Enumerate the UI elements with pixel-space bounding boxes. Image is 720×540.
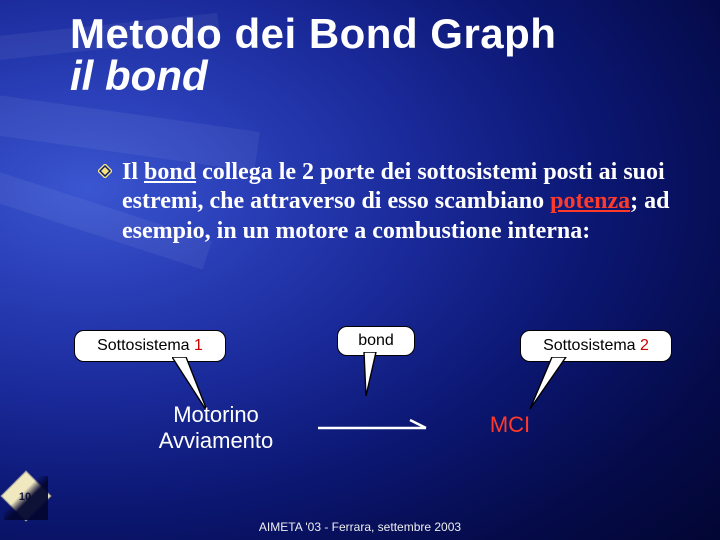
- body-block: Il bond collega le 2 porte dei sottosist…: [98, 158, 680, 246]
- slide-root: Metodo dei Bond Graph il bond Il bond co…: [0, 0, 720, 540]
- callout-label: bond: [358, 332, 394, 349]
- node-label-line: Motorino: [136, 402, 296, 428]
- node-label-text: MCI: [490, 412, 530, 437]
- text: Il: [122, 159, 144, 185]
- title-block: Metodo dei Bond Graph il bond: [70, 10, 690, 100]
- callout-tail-icon: [360, 352, 390, 400]
- node-motorino: Motorino Avviamento: [136, 402, 296, 454]
- bond-arrow-icon: [316, 418, 436, 438]
- callout-label: Sottosistema: [97, 337, 194, 354]
- node-label-line: Avviamento: [136, 428, 296, 454]
- bullet-text: Il bond collega le 2 porte dei sottosist…: [122, 158, 680, 246]
- diamond-bullet-icon: [98, 164, 112, 178]
- title-subtitle: il bond: [70, 52, 690, 100]
- callout-label: Sottosistema: [543, 337, 640, 354]
- bullet-row: Il bond collega le 2 porte dei sottosist…: [98, 158, 680, 246]
- callout-number: 1: [194, 337, 203, 354]
- callout-tail-icon: [526, 357, 576, 413]
- node-mci: MCI: [460, 412, 560, 438]
- diagram-area: Sottosistema 1 bond Sottosistema 2 Motor…: [60, 330, 680, 490]
- keyword-potenza: potenza: [550, 188, 630, 214]
- page-number: 10: [8, 480, 42, 514]
- callout-number: 2: [640, 337, 649, 354]
- footer-text: AIMETA '03 - Ferrara, settembre 2003: [0, 520, 720, 534]
- page-number-text: 10: [19, 491, 31, 503]
- keyword-bond: bond: [144, 159, 196, 185]
- title-main: Metodo dei Bond Graph: [70, 10, 690, 58]
